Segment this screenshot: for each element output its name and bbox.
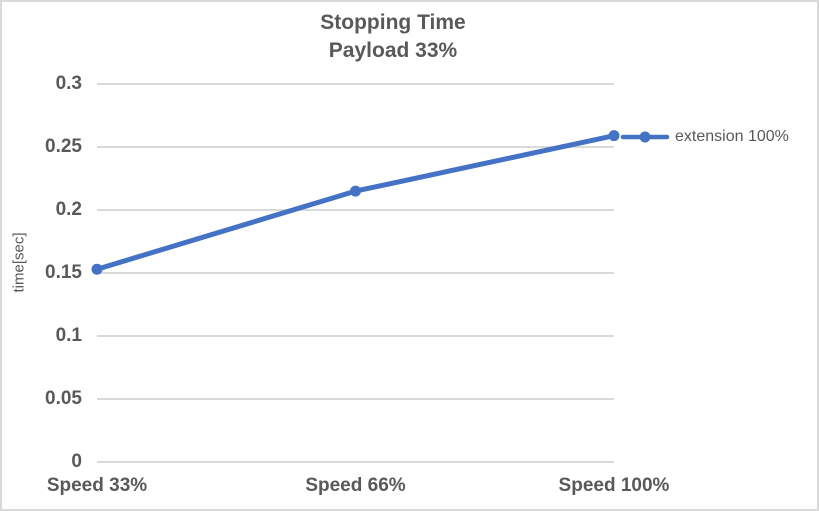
- legend-dot-icon: [639, 131, 651, 143]
- chart-subtitle: Payload 33%: [328, 39, 458, 62]
- chart-title-block: Stopping Time Payload 33%: [2, 9, 784, 65]
- x-category-label: Speed 100%: [558, 475, 670, 496]
- data-point-marker: [91, 263, 103, 275]
- y-tick-label: 0: [71, 451, 82, 472]
- legend-label: extension 100%: [675, 128, 789, 145]
- data-point-marker: [608, 130, 620, 142]
- legend-marker-icon: [620, 131, 670, 143]
- x-category-label: Speed 66%: [305, 475, 406, 496]
- series-line: [94, 133, 617, 272]
- data-point-marker: [350, 185, 361, 197]
- y-tick-label: 0.05: [45, 388, 82, 409]
- y-tick-label: 0.15: [45, 262, 82, 283]
- chart-title: Stopping Time: [320, 11, 466, 34]
- x-category-label: Speed 33%: [46, 475, 148, 496]
- y-tick-label: 0.3: [55, 73, 82, 94]
- legend: extension 100%: [620, 126, 789, 148]
- y-tick-label: 0.1: [55, 325, 82, 346]
- y-tick-label: 0.25: [45, 136, 82, 157]
- y-tick-label: 0.2: [55, 199, 82, 220]
